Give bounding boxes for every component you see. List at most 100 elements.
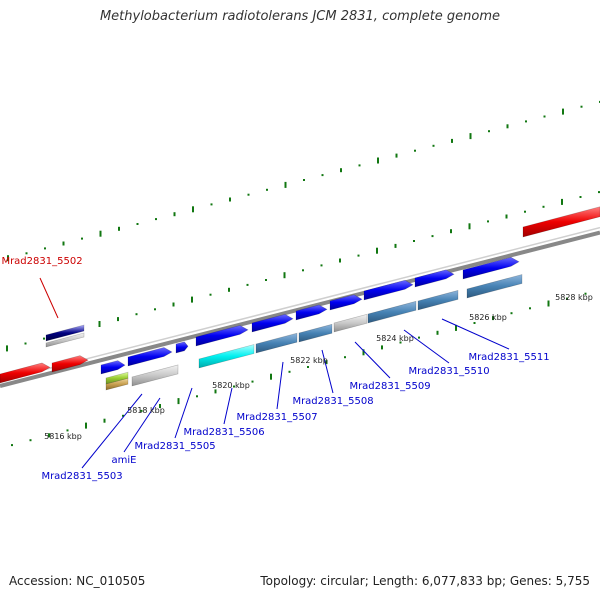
gene-block-5510[interactable] bbox=[417, 290, 459, 311]
kmer-tick bbox=[432, 144, 435, 147]
kmer-tick bbox=[598, 191, 600, 194]
kmer-tick bbox=[233, 385, 235, 388]
kmer-tick bbox=[266, 188, 268, 191]
kmer-tick bbox=[25, 252, 28, 255]
kmer-tick bbox=[339, 258, 341, 263]
callout-line-mrad5509 bbox=[354, 341, 391, 379]
kmer-tick bbox=[431, 235, 434, 238]
kmer-tick bbox=[228, 287, 230, 292]
callout-line-mrad5502 bbox=[39, 277, 59, 319]
gene-label-mrad5510[interactable]: Mrad2831_5510 bbox=[408, 366, 489, 377]
gene-block-5509[interactable] bbox=[367, 300, 417, 324]
genes-value: 5,755 bbox=[555, 574, 590, 588]
gene-block-5502a[interactable] bbox=[105, 371, 129, 385]
kmer-tick bbox=[561, 198, 563, 205]
kmer-tick bbox=[529, 307, 531, 310]
callout-line-mrad5505 bbox=[174, 387, 193, 439]
gene-arrow-5510[interactable] bbox=[414, 269, 455, 288]
gene-label-mrad5506[interactable]: Mrad2831_5506 bbox=[183, 427, 264, 438]
gene-label-mrad5511[interactable]: Mrad2831_5511 bbox=[468, 352, 549, 363]
gene-label-mrad5502[interactable]: Mrad2831_5502 bbox=[1, 256, 82, 267]
callout-line-mrad5510 bbox=[403, 329, 450, 364]
kmer-tick bbox=[135, 313, 138, 316]
kmer-tick bbox=[44, 247, 46, 250]
gene-arrow-5506[interactable] bbox=[251, 313, 294, 333]
gene-block-5508[interactable] bbox=[333, 313, 368, 333]
kmer-tick bbox=[265, 279, 267, 281]
kmer-tick bbox=[191, 296, 193, 303]
kmer-tick bbox=[103, 418, 106, 423]
kmer-tick bbox=[473, 322, 476, 324]
gene-arrow-5504[interactable] bbox=[175, 341, 189, 354]
gene-arrow-5508[interactable] bbox=[329, 294, 363, 311]
kmer-tick bbox=[24, 342, 27, 345]
scale-labels: 5816 kbp 5818 kbp 5820 kbp 5822 kbp 5824 kbp… bbox=[44, 293, 593, 441]
accession-value: NC_010505 bbox=[76, 574, 146, 588]
gene-block-5502-upper[interactable] bbox=[45, 324, 85, 342]
gene-arrow-5511[interactable] bbox=[462, 256, 520, 280]
gene-arrow-5502-red[interactable] bbox=[51, 355, 89, 373]
kmer-tick bbox=[468, 223, 471, 230]
kmer-tick bbox=[66, 429, 69, 432]
kmer-tick bbox=[99, 230, 102, 237]
kmer-tick bbox=[43, 337, 45, 340]
kmer-tick bbox=[48, 433, 50, 438]
kmer-tick bbox=[506, 124, 509, 129]
gene-arrow-5505[interactable] bbox=[195, 325, 249, 347]
gene-label-mrad5503[interactable]: Mrad2831_5503 bbox=[41, 471, 122, 482]
gene-arrow-5503[interactable] bbox=[127, 347, 173, 367]
kmer-tick bbox=[524, 210, 526, 213]
genome-backbone bbox=[0, 226, 600, 388]
kmer-tick bbox=[414, 149, 416, 152]
kmer-tick bbox=[547, 300, 550, 307]
kmer-tick bbox=[562, 108, 564, 115]
gene-arrow-left-red[interactable] bbox=[0, 362, 51, 384]
kmer-tick bbox=[542, 205, 545, 208]
kmer-tick bbox=[399, 341, 402, 344]
kmer-tick bbox=[418, 336, 420, 339]
gene-block-5511[interactable] bbox=[466, 274, 523, 299]
gene-label-mrad5507[interactable]: Mrad2831_5507 bbox=[236, 412, 317, 423]
scale-label: 5826 kbp bbox=[469, 313, 507, 322]
scale-label: 5822 kbp bbox=[290, 356, 328, 365]
kmer-tick bbox=[362, 349, 365, 356]
gene-arrow-5509[interactable] bbox=[363, 279, 414, 301]
kmer-tick bbox=[122, 414, 124, 417]
kmer-tick bbox=[321, 174, 324, 177]
gene-block-right-red[interactable] bbox=[522, 206, 600, 238]
gene-block-5507[interactable] bbox=[298, 323, 333, 343]
scale-label: 5820 kbp bbox=[212, 381, 250, 390]
gene-label-mrad5508[interactable]: Mrad2831_5508 bbox=[292, 396, 373, 407]
accession-info: Accession: NC_010505 bbox=[9, 574, 145, 588]
scale-label: 5824 kbp bbox=[376, 334, 414, 343]
gene-block-5502-upper-gray[interactable] bbox=[45, 332, 85, 348]
gene-arrow-5507[interactable] bbox=[295, 304, 328, 321]
kmer-tick bbox=[303, 179, 305, 181]
gene-block-5505[interactable] bbox=[198, 344, 255, 369]
gene-arrow-5501[interactable] bbox=[100, 360, 126, 375]
gene-labels: Mrad2831_5502 Mrad2831_5503 amiE Mrad2831_5… bbox=[1, 256, 549, 482]
gene-block-amie[interactable] bbox=[131, 364, 179, 387]
kmer-tick bbox=[381, 345, 383, 350]
gene-label-amie[interactable]: amiE bbox=[112, 455, 137, 466]
kmer-tick bbox=[173, 212, 176, 217]
kmer-tick bbox=[469, 133, 472, 140]
gene-block-5506[interactable] bbox=[255, 332, 298, 354]
kmer-tick bbox=[288, 370, 291, 373]
kmer-tick bbox=[136, 223, 139, 225]
kmer-tick bbox=[566, 297, 568, 300]
gene-label-mrad5509[interactable]: Mrad2831_5509 bbox=[349, 381, 430, 392]
kmer-tick bbox=[488, 130, 490, 133]
kmer-tick bbox=[302, 269, 304, 272]
genes-label: Genes: bbox=[509, 574, 552, 588]
kmer-tick bbox=[159, 404, 161, 408]
kmer-tick bbox=[450, 229, 452, 234]
kmer-tick bbox=[192, 206, 194, 213]
kmer-tick bbox=[229, 197, 231, 202]
kmer-tick bbox=[251, 380, 254, 383]
accession-label: Accession: bbox=[9, 574, 73, 588]
gene-label-mrad5505[interactable]: Mrad2831_5505 bbox=[134, 441, 215, 452]
kmer-tick bbox=[117, 317, 119, 322]
